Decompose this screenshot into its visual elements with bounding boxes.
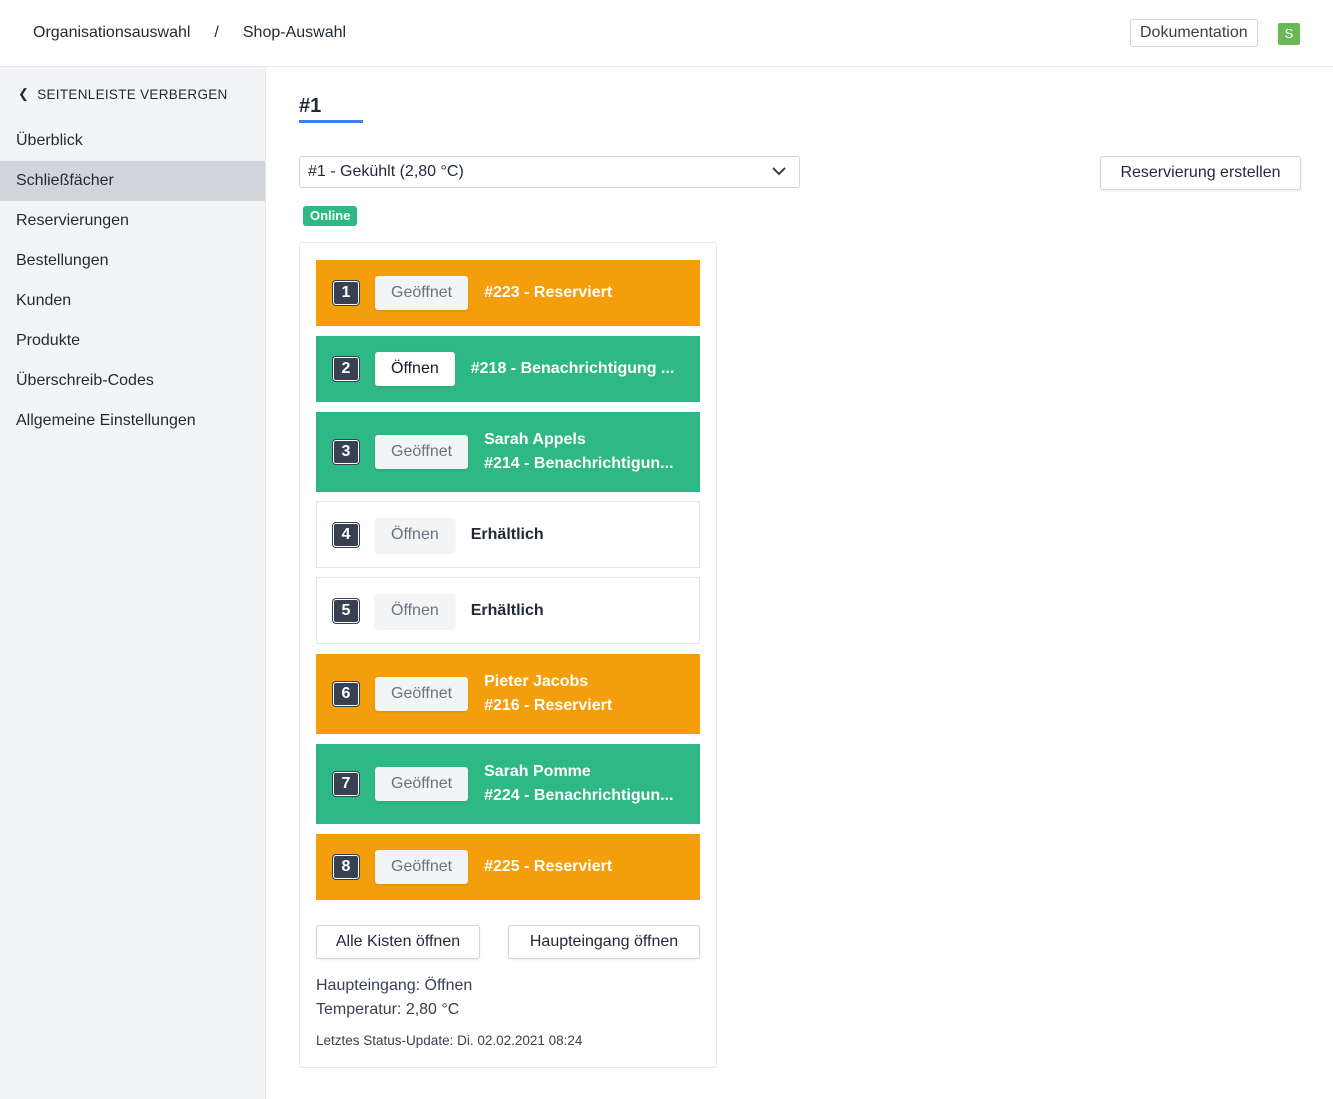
locker-status-line: #216 - Reserviert xyxy=(484,697,613,714)
locker-open-button[interactable]: Geöffnet xyxy=(375,276,469,310)
locker-open-button[interactable]: Geöffnet xyxy=(375,677,469,711)
locker-open-button[interactable]: Öffnen xyxy=(375,593,455,628)
locker-panel: 1 Geöffnet #223 - Reserviert 2 Öffnen #21… xyxy=(299,242,717,1068)
locker-status-line: Erhältlich xyxy=(470,601,544,619)
breadcrumb-shop[interactable]: Shop-Auswahl xyxy=(242,24,347,41)
locker-number: 8 xyxy=(333,855,359,879)
locker-status-line: #225 - Reserviert xyxy=(484,858,613,875)
documentation-button[interactable]: Dokumentation xyxy=(1130,19,1258,47)
top-bar: Organisationsauswahl / Shop-Auswahl xyxy=(0,0,1333,67)
sidebar-item[interactable]: Bestellungen xyxy=(16,252,109,269)
locker-row: 3 Geöffnet Sarah Appels #214 - Benachrich… xyxy=(316,412,700,492)
locker-status: #223 - Reserviert xyxy=(484,281,612,305)
temperature-status: Temperatur: 2,80 °C xyxy=(316,1001,460,1018)
create-reservation-button[interactable]: Reservierung erstellen xyxy=(1100,156,1301,190)
sidebar-item[interactable]: Reservierungen xyxy=(16,212,129,229)
locker-row: 1 Geöffnet #223 - Reserviert xyxy=(316,260,700,326)
locker-status: Sarah Appels #214 - Benachrichtigun... xyxy=(484,428,673,476)
locker-status-line: Sarah Appels xyxy=(484,431,586,448)
sidebar-item[interactable]: Kunden xyxy=(16,292,72,309)
locker-status-line: #214 - Benachrichtigun... xyxy=(484,455,674,472)
locker-number: 3 xyxy=(333,440,359,464)
locker-number: 1 xyxy=(333,281,359,305)
locker-status: Erhältlich xyxy=(471,599,544,623)
locker-status: #225 - Reserviert xyxy=(484,855,612,879)
locker-row: 2 Öffnen #218 - Benachrichtigung ... xyxy=(316,336,700,402)
locker-open-button[interactable]: Geöffnet xyxy=(375,767,469,801)
locker-status-line: #224 - Benachrichtigun... xyxy=(484,787,674,804)
locker-number: 7 xyxy=(333,772,359,796)
locker-row: 7 Geöffnet Sarah Pomme #224 - Benachricht… xyxy=(316,744,700,824)
page-title[interactable]: #1 xyxy=(299,95,322,117)
locker-row: 5 Öffnen Erhältlich xyxy=(316,577,700,644)
active-tab-indicator xyxy=(299,120,363,123)
locker-open-button[interactable]: Öffnen xyxy=(375,352,455,386)
sidebar-item[interactable]: Allgemeine Einstellungen xyxy=(16,412,196,429)
last-status-update: Letztes Status-Update: Di. 02.02.2021 08… xyxy=(316,1033,583,1048)
locker-status: Pieter Jacobs #216 - Reserviert xyxy=(484,670,612,718)
locker-open-button[interactable]: Geöffnet xyxy=(375,435,469,469)
locker-open-button[interactable]: Öffnen xyxy=(375,517,455,552)
hide-sidebar-button[interactable]: ❮ SEITENLEISTE VERBERGEN xyxy=(0,67,265,121)
locker-status-line: Sarah Pomme xyxy=(484,763,591,780)
breadcrumb-organisation[interactable]: Organisationsauswahl xyxy=(33,24,191,41)
locker-number: 5 xyxy=(333,598,359,623)
main-entrance-status: Haupteingang: Öffnen xyxy=(316,977,473,994)
chevron-down-icon xyxy=(772,167,786,176)
sidebar-item[interactable]: Produkte xyxy=(16,332,81,349)
locker-status: Sarah Pomme #224 - Benachrichtigun... xyxy=(484,760,673,808)
sidebar-item[interactable]: Überblick xyxy=(16,132,83,149)
open-main-entrance-button[interactable]: Haupteingang öffnen xyxy=(508,925,700,959)
sidebar: ❮ SEITENLEISTE VERBERGEN Überblick Schließ… xyxy=(0,67,266,1099)
locker-status: Erhältlich xyxy=(471,523,544,547)
locker-status: #218 - Benachrichtigung ... xyxy=(471,357,675,381)
status-badge: Online xyxy=(303,206,358,226)
sidebar-item[interactable]: Schließfächer xyxy=(0,161,265,201)
select-value: #1 - Gekühlt (2,80 °C) xyxy=(308,163,464,180)
avatar[interactable]: S xyxy=(1278,23,1300,45)
chevron-left-icon: ❮ xyxy=(18,86,30,101)
locker-row: 8 Geöffnet #225 - Reserviert xyxy=(316,834,700,900)
locker-number: 4 xyxy=(333,522,359,547)
sidebar-item[interactable]: Überschreib-Codes xyxy=(16,372,154,389)
locker-status-line: #223 - Reserviert xyxy=(484,284,613,301)
breadcrumb-separator: / xyxy=(214,24,219,41)
locker-number: 2 xyxy=(333,357,359,381)
locker-row: 4 Öffnen Erhältlich xyxy=(316,501,700,568)
locker-row: 6 Geöffnet Pieter Jacobs #216 - Reservier… xyxy=(316,654,700,734)
locker-unit-select[interactable]: #1 - Gekühlt (2,80 °C) xyxy=(299,156,800,188)
hide-sidebar-label: SEITENLEISTE VERBERGEN xyxy=(37,86,228,102)
locker-status-line: #218 - Benachrichtigung ... xyxy=(470,360,675,377)
locker-open-button[interactable]: Geöffnet xyxy=(375,850,469,884)
locker-status-line: Erhältlich xyxy=(470,525,544,543)
locker-number: 6 xyxy=(333,682,359,706)
locker-status-line: Pieter Jacobs xyxy=(484,673,589,690)
open-all-boxes-button[interactable]: Alle Kisten öffnen xyxy=(316,925,480,959)
